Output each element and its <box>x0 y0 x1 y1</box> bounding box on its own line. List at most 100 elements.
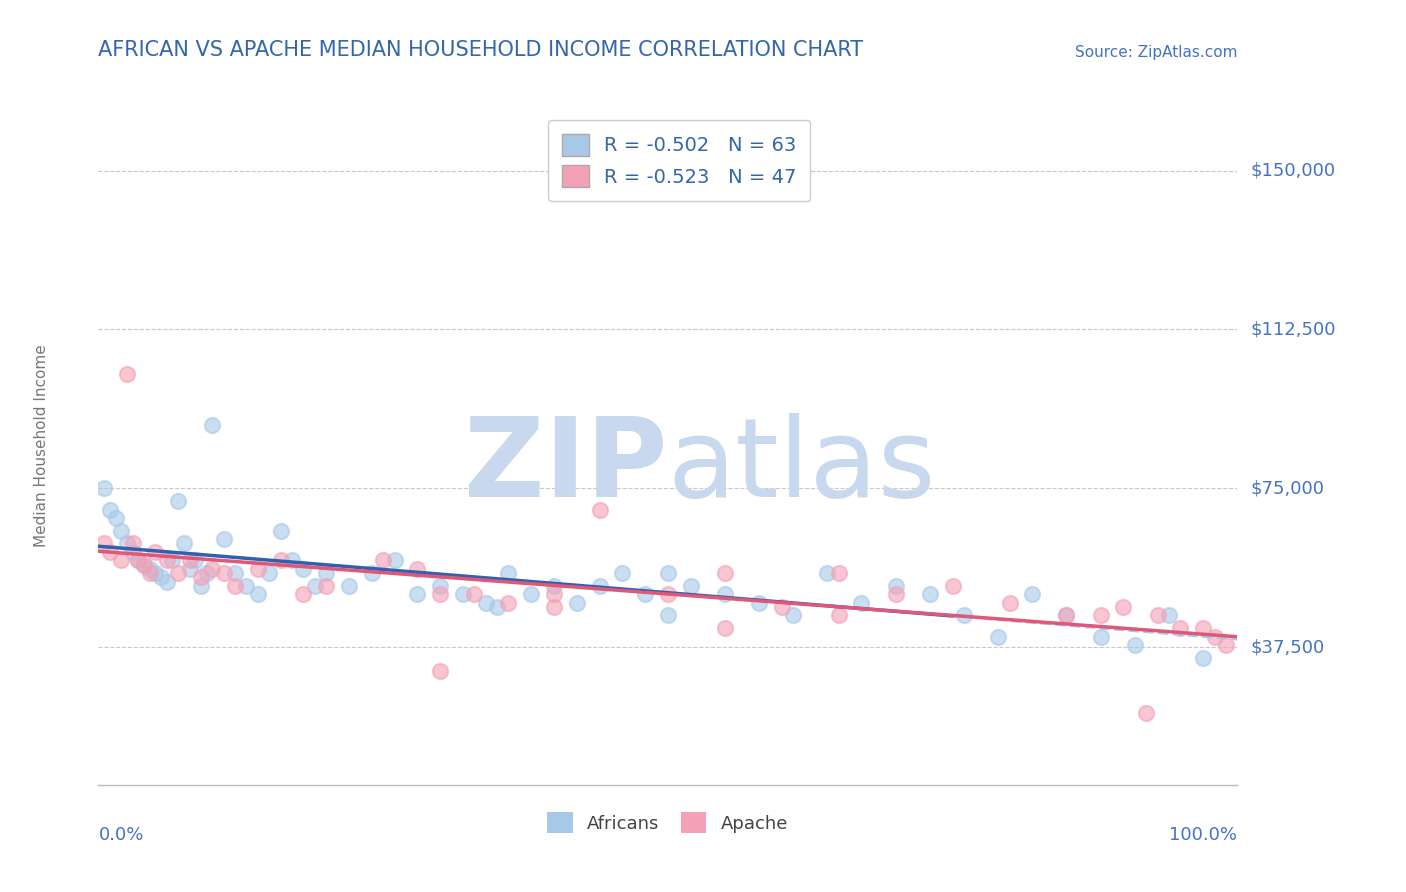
Apache <box>138 566 160 581</box>
Africans <box>634 587 657 601</box>
Apache <box>657 587 679 601</box>
Africans <box>121 545 143 559</box>
Africans <box>1054 608 1078 623</box>
Africans <box>748 596 770 610</box>
Apache <box>156 553 179 567</box>
Africans <box>179 562 201 576</box>
Africans <box>1123 638 1146 652</box>
Text: ZIP: ZIP <box>464 413 668 520</box>
Africans <box>281 553 304 567</box>
Africans <box>110 524 132 538</box>
Text: atlas: atlas <box>668 413 936 520</box>
Apache <box>371 553 394 567</box>
Africans <box>304 579 326 593</box>
Africans <box>520 587 543 601</box>
Africans <box>201 417 224 432</box>
Apache <box>212 566 235 581</box>
Africans <box>150 570 173 584</box>
Apache <box>179 553 201 567</box>
Africans <box>145 566 167 581</box>
Text: 0.0%: 0.0% <box>98 826 143 844</box>
Apache <box>1112 599 1135 614</box>
Apache <box>1135 706 1157 720</box>
Apache <box>942 579 965 593</box>
Text: $150,000: $150,000 <box>1251 161 1336 179</box>
Apache <box>190 570 212 584</box>
Africans <box>212 532 235 546</box>
Apache <box>93 536 115 550</box>
Africans <box>224 566 246 581</box>
Africans <box>292 562 315 576</box>
Apache <box>145 545 167 559</box>
Text: $112,500: $112,500 <box>1251 320 1337 338</box>
Africans <box>714 587 737 601</box>
Apache <box>1146 608 1168 623</box>
Africans <box>1090 630 1112 644</box>
Africans <box>167 494 190 508</box>
Africans <box>657 566 679 581</box>
Africans <box>406 587 429 601</box>
Apache <box>406 562 429 576</box>
Africans <box>156 574 179 589</box>
Africans <box>384 553 406 567</box>
Africans <box>851 596 873 610</box>
Africans <box>104 511 127 525</box>
Text: Median Household Income: Median Household Income <box>34 344 49 548</box>
Apache <box>884 587 907 601</box>
Africans <box>138 562 160 576</box>
Africans <box>270 524 292 538</box>
Apache <box>1090 608 1112 623</box>
Africans <box>162 553 184 567</box>
Apache <box>98 545 121 559</box>
Apache <box>714 621 737 635</box>
Africans <box>815 566 838 581</box>
Apache <box>121 536 143 550</box>
Apache <box>714 566 737 581</box>
Apache <box>998 596 1021 610</box>
Africans <box>93 482 115 496</box>
Apache <box>770 599 793 614</box>
Africans <box>190 579 212 593</box>
Legend: Africans, Apache: Africans, Apache <box>540 805 796 840</box>
Apache <box>1054 608 1078 623</box>
Apache <box>224 579 246 593</box>
Apache <box>132 558 155 572</box>
Text: Source: ZipAtlas.com: Source: ZipAtlas.com <box>1074 45 1237 60</box>
Africans <box>782 608 804 623</box>
Apache <box>543 587 565 601</box>
Text: 100.0%: 100.0% <box>1170 826 1237 844</box>
Africans <box>235 579 257 593</box>
Apache <box>110 553 132 567</box>
Africans <box>588 579 610 593</box>
Africans <box>315 566 337 581</box>
Africans <box>246 587 269 601</box>
Apache <box>315 579 337 593</box>
Africans <box>679 579 702 593</box>
Apache <box>429 664 451 678</box>
Apache <box>1215 638 1237 652</box>
Apache <box>828 566 851 581</box>
Apache <box>429 587 451 601</box>
Africans <box>474 596 496 610</box>
Africans <box>498 566 520 581</box>
Apache <box>201 562 224 576</box>
Apache <box>463 587 485 601</box>
Africans <box>987 630 1010 644</box>
Africans <box>184 553 207 567</box>
Apache <box>292 587 315 601</box>
Africans <box>173 536 195 550</box>
Apache <box>498 596 520 610</box>
Apache <box>1192 621 1215 635</box>
Africans <box>1021 587 1043 601</box>
Apache <box>127 553 149 567</box>
Apache <box>246 562 269 576</box>
Text: AFRICAN VS APACHE MEDIAN HOUSEHOLD INCOME CORRELATION CHART: AFRICAN VS APACHE MEDIAN HOUSEHOLD INCOM… <box>98 39 863 60</box>
Text: $75,000: $75,000 <box>1251 479 1324 498</box>
Apache <box>1170 621 1192 635</box>
Africans <box>132 558 155 572</box>
Africans <box>1157 608 1180 623</box>
Africans <box>1192 651 1215 665</box>
Apache <box>588 502 610 516</box>
Apache <box>115 367 138 381</box>
Africans <box>918 587 941 601</box>
